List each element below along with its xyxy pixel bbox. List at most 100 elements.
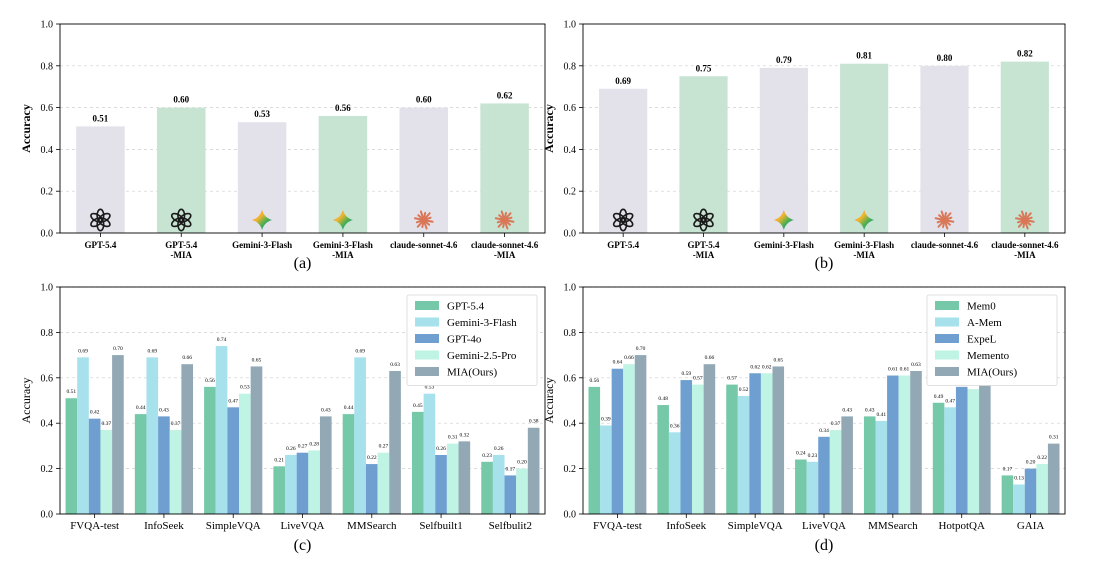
x-tick-label: InfoSeek — [144, 520, 184, 532]
x-tick-label: HotpotQA — [938, 520, 985, 532]
bar — [795, 459, 807, 514]
bar-value-label: 0.69 — [355, 348, 365, 354]
legend-entry: Gemini-2.5-Pro — [447, 350, 517, 362]
bar-value-label: 0.59 — [681, 371, 691, 377]
y-tick-label: 0.2 — [41, 464, 54, 475]
bar-value-label: 0.43 — [865, 407, 875, 413]
bar — [423, 393, 436, 514]
bar-value-label: 0.65 — [252, 357, 262, 363]
legend-swatch — [415, 317, 439, 327]
x-tick-label: GPT-5.4 — [607, 240, 639, 250]
legend-entry: Gemini-3-Flash — [447, 317, 517, 329]
bar-value-label: 0.27 — [298, 444, 308, 450]
bar — [772, 366, 785, 514]
y-tick-label: 1.0 — [564, 283, 577, 294]
bar-value-label: 0.28 — [309, 441, 319, 447]
claude-asterisk-icon — [1015, 210, 1035, 230]
bar — [169, 430, 182, 514]
bar — [157, 107, 206, 233]
bar — [840, 63, 889, 234]
bar — [1024, 468, 1037, 514]
bar — [726, 384, 738, 514]
legend-swatch — [935, 350, 959, 360]
bar — [910, 370, 922, 514]
bar — [1036, 464, 1048, 514]
bar — [308, 450, 320, 514]
claude-asterisk-icon — [934, 210, 955, 230]
legend-swatch — [415, 367, 439, 376]
bar — [411, 411, 424, 514]
legend-entry: ExpeL — [967, 334, 997, 346]
panel-label: (b) — [815, 255, 834, 272]
bar — [759, 67, 808, 233]
bar-value-label: 0.56 — [335, 103, 351, 113]
bar-value-label: 0.74 — [217, 337, 227, 343]
bar — [146, 357, 159, 514]
bar-value-label: 0.20 — [517, 460, 527, 466]
x-tick-label: claude-sonnet-4.6 — [390, 240, 458, 250]
bar — [296, 452, 309, 514]
y-tick-label: 0.4 — [41, 419, 54, 430]
bar — [158, 416, 170, 514]
bar — [65, 398, 78, 514]
bar-value-label: 0.23 — [808, 453, 818, 459]
bar — [588, 386, 601, 514]
bar — [435, 454, 447, 514]
bar-value-label: 0.20 — [1026, 460, 1036, 466]
legend-entry: MIA(Ours) — [967, 367, 1017, 379]
bar — [841, 416, 853, 514]
legend-swatch — [935, 334, 959, 343]
bar — [600, 425, 612, 514]
x-tick-label: GPT-5.4 — [84, 240, 116, 250]
x-tick-label: LiveVQA — [281, 520, 325, 532]
bar — [760, 373, 773, 514]
bar — [389, 370, 401, 514]
bar — [749, 373, 761, 514]
bar-value-label: 0.69 — [78, 348, 88, 354]
bar-value-label: 0.49 — [934, 394, 944, 400]
bar-value-label: 0.47 — [228, 398, 238, 404]
bar — [634, 355, 647, 514]
legend-swatch — [415, 334, 439, 343]
y-axis-label: Accuracy — [19, 378, 33, 424]
plot-frame — [59, 23, 546, 234]
bar-value-label: 0.45 — [413, 403, 423, 409]
bar-value-label: 0.44 — [344, 405, 354, 411]
panel-b: 0.0 0.2 0.4 0.6 0.8 1.0 Accuracy 0.69 0.75 0.79 0.… — [542, 20, 1066, 272]
bar-value-label: 0.81 — [856, 51, 872, 61]
bar — [863, 416, 876, 514]
bar — [898, 375, 911, 514]
x-tick-label: Gemini-3-Flash — [754, 240, 814, 250]
bar-value-label: 0.34 — [819, 428, 829, 434]
bar — [227, 407, 240, 514]
plot-frame — [582, 286, 1066, 515]
bar-value-label: 0.53 — [254, 109, 270, 119]
bar-value-label: 0.51 — [67, 389, 77, 395]
y-tick-label: 0.4 — [41, 145, 54, 156]
y-tick-label: 0.4 — [564, 419, 577, 430]
bar-value-label: 0.57 — [693, 376, 703, 382]
bar-value-label: 0.22 — [1037, 455, 1047, 461]
bar-value-label: 0.26 — [494, 446, 504, 452]
bar — [377, 452, 390, 514]
legend: GPT-5.4 Gemini-3-Flash GPT-4o Gemini-2.5-Pr… — [406, 294, 538, 386]
legend-box — [926, 294, 1058, 386]
bar — [446, 443, 459, 514]
bar — [181, 364, 194, 514]
bar-value-label: 0.26 — [436, 446, 446, 452]
panel-label: (c) — [294, 537, 312, 554]
x-tick-label: Selfbulit2 — [489, 520, 532, 532]
bar-value-label: 0.62 — [497, 90, 513, 100]
y-tick-label: 0.8 — [564, 328, 577, 339]
bar — [1047, 443, 1060, 514]
bar — [818, 436, 830, 514]
bar — [100, 430, 113, 514]
y-axis-label: Accuracy — [542, 104, 556, 153]
bar — [692, 384, 704, 514]
bar — [354, 357, 366, 514]
bar — [703, 364, 716, 514]
panel-label: (d) — [815, 537, 834, 554]
bar-value-label: 0.48 — [658, 396, 668, 402]
x-tick-label: claude-sonnet-4.6 -MIA — [991, 240, 1059, 260]
bar-value-label: 0.51 — [93, 113, 109, 123]
